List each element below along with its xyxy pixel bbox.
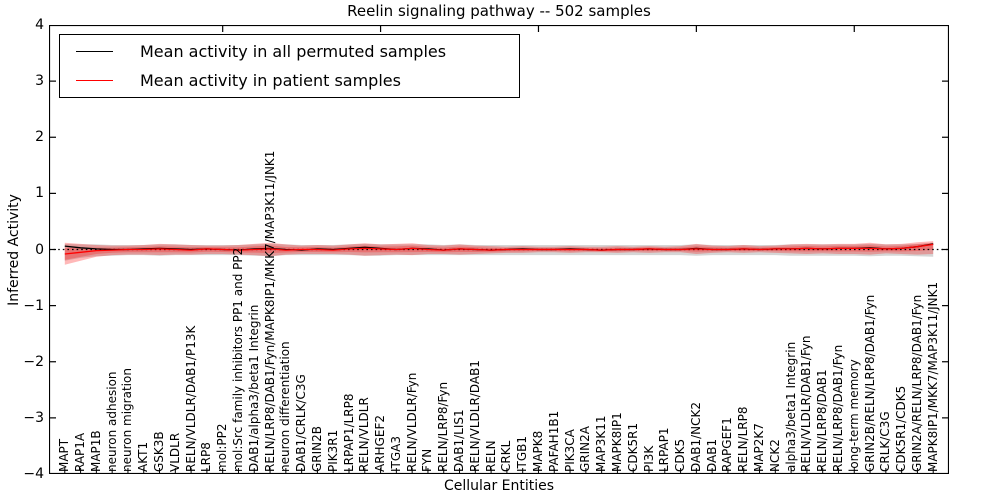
patient-mean-line xyxy=(64,243,934,255)
x-tick-label: CDK5R1/CDK5 xyxy=(894,385,909,472)
legend-line-permuted-icon xyxy=(76,50,113,52)
x-tick-label: DAB1/CRLK/C3G xyxy=(294,374,309,472)
x-tick-label: MAP2K7 xyxy=(752,423,767,472)
x-axis-label: Cellular Entities xyxy=(443,478,555,494)
x-tick-label: mol:PP2 xyxy=(215,423,230,472)
x-tick-label: LRPAP1 xyxy=(657,427,672,472)
x-tick-label: RAPGEF1 xyxy=(720,417,735,472)
x-tick-label: CRLK/C3G xyxy=(878,411,893,472)
y-tick-label: 0 xyxy=(35,241,44,258)
x-tick-label: RELN/LRP8/DAB1/Fyn/MAPK8IP1/MKK7/MAP3K11… xyxy=(262,150,277,472)
x-tick-label: GRIN2B/RELN/LRP8/DAB1/Fyn xyxy=(862,294,877,472)
legend-entry-patient: Mean activity in patient samples xyxy=(60,68,519,94)
x-tick-label: DAB1/LIS1 xyxy=(452,409,467,472)
x-tick-label: RELN/VLDLR/Fyn xyxy=(404,372,419,472)
y-tick-label: −1 xyxy=(23,297,44,314)
x-tick-label: FYN xyxy=(420,448,435,472)
x-tick-label: DAB1/alpha3/beta1 Integrin xyxy=(246,304,261,472)
x-tick-label: RELN/VLDLR/DAB1 xyxy=(467,360,482,472)
x-tick-label: MAP3K11 xyxy=(594,415,609,472)
y-tick-label: 2 xyxy=(35,129,44,146)
y-tick-label: −4 xyxy=(23,466,44,482)
x-tick-label: DAB1 xyxy=(704,438,719,472)
plot-svg xyxy=(49,25,949,474)
legend: Mean activity in all permuted samples Me… xyxy=(59,34,520,98)
x-tick-label: RELN/LRP8 xyxy=(736,406,751,472)
x-tick-label: DAB1/NCK2 xyxy=(688,401,703,472)
x-tick-label: alpha3/beta1 Integrin xyxy=(783,341,798,472)
x-tick-label: MAPT xyxy=(57,438,72,472)
x-tick-label: RELN xyxy=(483,440,498,472)
x-tick-label: MAPK8IP1 xyxy=(609,412,624,472)
x-tick-label: GRIN2A/RELN/LRP8/DAB1/Fyn xyxy=(909,294,924,472)
y-tick-label: 1 xyxy=(35,185,44,202)
y-tick-label: −2 xyxy=(23,353,44,370)
legend-label-permuted: Mean activity in all permuted samples xyxy=(140,41,447,61)
x-tick-label: GSK3B xyxy=(152,431,167,472)
x-tick-label: LRP8 xyxy=(199,442,214,472)
x-tick-label: PAFAH1B1 xyxy=(546,410,561,472)
patient-band-inner xyxy=(64,242,934,260)
x-tick-label: ITGB1 xyxy=(515,435,530,472)
patient-band xyxy=(64,241,934,265)
x-tick-label: RAP1A xyxy=(73,432,88,472)
x-tick-label: VLDLR xyxy=(167,432,182,472)
x-tick-label: neuron adhesion xyxy=(104,371,119,472)
x-tick-label: ARHGEF2 xyxy=(373,415,388,472)
x-tick-label: mol:Src family inhibitors PP1 and PP2 xyxy=(230,247,245,472)
x-tick-label: MAPK8IP1/MKK7/MAP3K11/JNK1 xyxy=(925,281,940,472)
legend-label-patient: Mean activity in patient samples xyxy=(140,71,401,91)
x-tick-label: neuron migration xyxy=(120,368,135,472)
y-tick-label: 3 xyxy=(35,73,44,90)
x-tick-label: GRIN2A xyxy=(578,426,593,472)
x-tick-label: RELN/LRP8/Fyn xyxy=(436,381,451,472)
x-tick-label: PI3K xyxy=(641,445,656,472)
x-tick-label: long-term memory xyxy=(846,359,861,472)
legend-line-patient-icon xyxy=(76,80,113,82)
axis-frame xyxy=(49,25,949,474)
y-tick-label: 4 xyxy=(35,17,44,33)
x-tick-label: PIK3R1 xyxy=(325,429,340,472)
chart-title: Reelin signaling pathway -- 502 samples xyxy=(347,2,651,20)
y-tick-label: −3 xyxy=(23,409,44,426)
x-tick-label: ITGA3 xyxy=(388,435,403,472)
x-tick-label: RELN/LRP8/DAB1/Fyn xyxy=(830,344,845,472)
x-tick-label: RELN/VLDLR/DAB1/P13K xyxy=(183,325,198,472)
x-tick-label: MAPK8 xyxy=(530,430,545,472)
x-tick-label: CDK5R1 xyxy=(625,422,640,472)
legend-entry-permuted: Mean activity in all permuted samples xyxy=(60,38,519,64)
x-tick-label: AKT1 xyxy=(136,441,151,472)
x-tick-label: RELN/VLDLR/DAB1/Fyn xyxy=(799,335,814,472)
x-tick-label: PIK3CA xyxy=(562,429,577,472)
x-tick-label: RELN/VLDLR xyxy=(357,397,372,472)
x-tick-label: GRIN2B xyxy=(309,425,324,472)
x-tick-label: NCK2 xyxy=(767,439,782,472)
x-tick-label: CDK5 xyxy=(673,438,688,472)
permuted-band xyxy=(64,243,934,261)
x-tick-label: LRPAP1/LRP8 xyxy=(341,393,356,472)
x-tick-label: MAP1B xyxy=(88,430,103,472)
x-tick-label: CRKL xyxy=(499,440,514,472)
x-tick-label: RELN/LRP8/DAB1 xyxy=(815,369,830,472)
x-tick-label: neuron differentiation xyxy=(278,341,293,472)
